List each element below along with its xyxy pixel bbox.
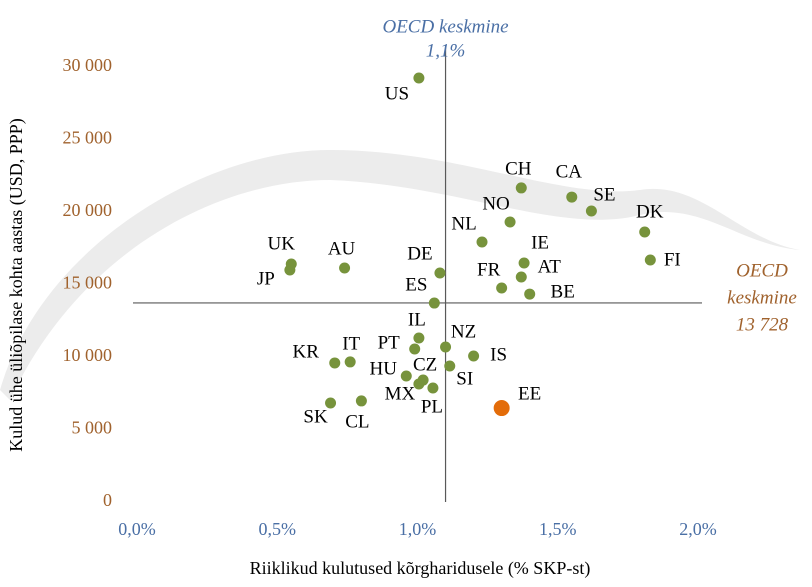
point-label: PT: [378, 332, 401, 353]
point: [518, 257, 530, 269]
point: [476, 236, 488, 248]
point-label: IE: [531, 232, 549, 253]
point-label: CH: [505, 158, 532, 179]
point-label: PL: [421, 396, 443, 417]
point: [493, 400, 510, 417]
point: [496, 282, 508, 294]
x-tick-label: 0,0%: [118, 519, 156, 539]
point: [339, 262, 351, 274]
point-label: AT: [538, 256, 562, 277]
point: [409, 343, 421, 355]
point: [515, 182, 527, 194]
x-tick-label: 1,0%: [399, 519, 437, 539]
point: [344, 356, 356, 368]
x-axis-title: Riiklikud kulutused kõrgharidusele (% SK…: [250, 558, 591, 579]
point-label: MX: [385, 383, 416, 404]
x-tick-label: 2,0%: [679, 519, 717, 539]
point-label: IL: [408, 309, 426, 330]
reference-label-x: OECD keskmine: [382, 16, 508, 37]
point: [329, 357, 341, 369]
point: [639, 226, 651, 238]
point-label: NZ: [451, 321, 476, 342]
background-swoosh: [0, 150, 800, 400]
point: [515, 271, 527, 283]
point-label: SI: [456, 368, 473, 389]
point-label: ES: [405, 274, 427, 295]
point-label: DK: [636, 201, 664, 222]
point: [413, 378, 425, 390]
y-axis-title: Kulud ühe üliõpilase kohta aastas (USD, …: [6, 118, 27, 451]
point: [566, 191, 578, 203]
point-label: SE: [593, 184, 615, 205]
point-label: EE: [518, 383, 541, 404]
y-tick-label: 0: [103, 490, 112, 510]
point-label: IS: [490, 344, 507, 365]
point: [434, 267, 446, 279]
point-label: FR: [477, 259, 501, 280]
point: [524, 288, 536, 300]
point-label: UK: [268, 233, 296, 254]
point-label: CA: [556, 161, 583, 182]
reference-label-x: 1,1%: [426, 40, 466, 61]
point: [413, 332, 425, 344]
point-label: FI: [664, 249, 681, 270]
point: [504, 216, 516, 228]
point: [468, 350, 480, 362]
y-tick-label: 5 000: [72, 418, 113, 438]
point-label: AU: [328, 238, 356, 259]
point-label: KR: [293, 341, 320, 362]
x-tick-label: 1,5%: [539, 519, 577, 539]
y-tick-label: 30 000: [63, 55, 113, 75]
point: [325, 397, 337, 409]
point-label: BE: [551, 281, 575, 302]
point-label: HU: [370, 358, 398, 379]
reference-label-y: 13 728: [736, 314, 789, 335]
point-label: US: [385, 83, 409, 104]
y-tick-label: 20 000: [63, 200, 113, 220]
point-label: CZ: [413, 354, 437, 375]
point: [444, 360, 456, 372]
point-label: DE: [407, 243, 432, 264]
x-tick-label: 0,5%: [259, 519, 297, 539]
point: [440, 341, 452, 353]
y-tick-label: 25 000: [63, 128, 113, 148]
point: [400, 370, 412, 382]
point: [413, 72, 425, 84]
point: [428, 297, 440, 309]
point: [427, 382, 439, 394]
point: [585, 205, 597, 217]
point: [644, 254, 656, 266]
point: [284, 264, 296, 276]
point-label: NO: [482, 193, 509, 214]
reference-label-y: OECD: [736, 260, 788, 281]
reference-label-y: keskmine: [727, 287, 797, 308]
y-tick-label: 15 000: [63, 273, 113, 293]
point: [355, 395, 367, 407]
point-label: NL: [451, 213, 476, 234]
point-label: IT: [342, 333, 360, 354]
point-label: JP: [257, 268, 275, 289]
point-label: SK: [303, 406, 328, 427]
point-label: CL: [345, 411, 369, 432]
y-tick-label: 10 000: [63, 345, 113, 365]
